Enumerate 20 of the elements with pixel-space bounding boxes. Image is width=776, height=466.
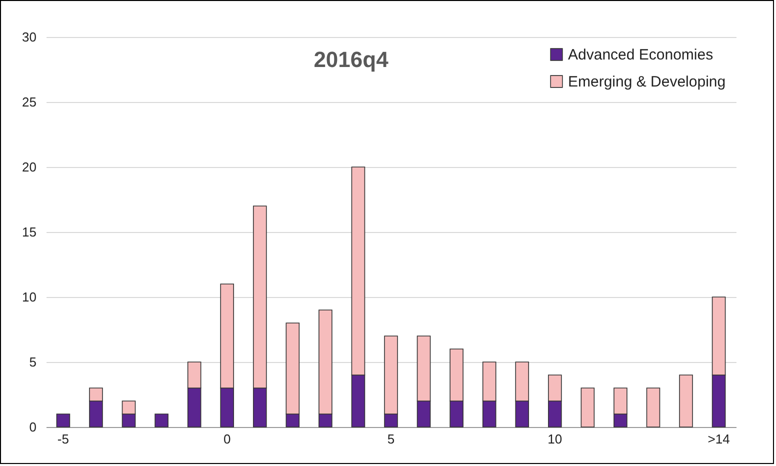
bar bbox=[679, 374, 693, 428]
y-tick-label: 0 bbox=[29, 420, 36, 434]
y-tick-label: 25 bbox=[22, 94, 36, 110]
bar bbox=[580, 388, 595, 428]
bar bbox=[56, 414, 70, 428]
x-tick-label: 10 bbox=[548, 432, 562, 446]
x-tick-label: 5 bbox=[387, 432, 395, 446]
y-tick-label: 5 bbox=[29, 354, 36, 370]
legend-label: Emerging & Developing bbox=[568, 74, 726, 90]
y-tick-label: 30 bbox=[22, 30, 36, 44]
chart-title: 2016q4 bbox=[314, 47, 390, 72]
x-tick-label: >14 bbox=[708, 432, 730, 446]
y-tick-label: 10 bbox=[22, 290, 36, 304]
bar bbox=[154, 414, 168, 428]
x-tick-label: -5 bbox=[57, 432, 69, 446]
bar bbox=[646, 388, 660, 428]
legend-label: Advanced Economies bbox=[568, 46, 714, 64]
y-tick-label: 15 bbox=[22, 224, 36, 240]
y-tick-label: 20 bbox=[22, 160, 36, 174]
x-tick-label: 0 bbox=[223, 432, 231, 446]
